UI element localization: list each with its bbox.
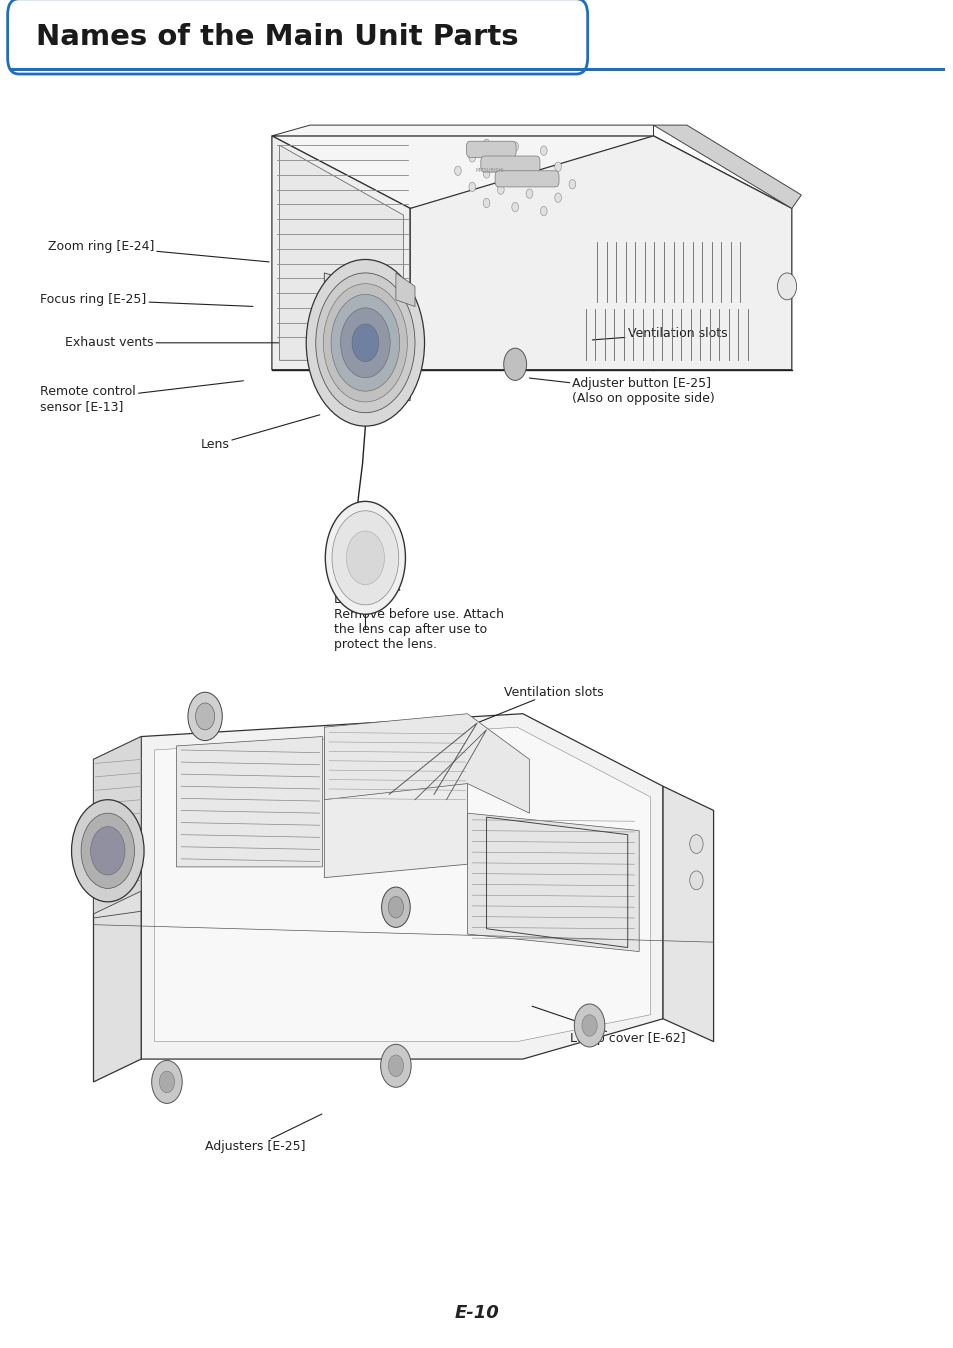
- Text: Names of the Main Unit Parts: Names of the Main Unit Parts: [36, 23, 518, 51]
- Circle shape: [323, 283, 407, 402]
- Circle shape: [388, 1055, 403, 1077]
- Polygon shape: [141, 713, 662, 1060]
- Circle shape: [152, 1061, 182, 1104]
- Polygon shape: [395, 272, 415, 306]
- Circle shape: [497, 185, 503, 194]
- Circle shape: [159, 1072, 174, 1093]
- Polygon shape: [272, 136, 791, 209]
- Text: Zoom ring [E-24]: Zoom ring [E-24]: [48, 240, 269, 262]
- Polygon shape: [662, 786, 713, 1042]
- Text: MITSUBISHI: MITSUBISHI: [475, 168, 503, 174]
- Circle shape: [325, 501, 405, 615]
- Circle shape: [331, 294, 399, 391]
- Circle shape: [188, 693, 222, 740]
- Circle shape: [539, 206, 546, 216]
- Circle shape: [526, 189, 533, 198]
- Circle shape: [340, 307, 390, 377]
- Polygon shape: [93, 736, 141, 1082]
- Circle shape: [574, 1004, 604, 1047]
- Polygon shape: [324, 727, 467, 878]
- Circle shape: [539, 175, 546, 185]
- Polygon shape: [324, 713, 529, 813]
- Circle shape: [380, 1045, 411, 1088]
- Circle shape: [554, 193, 560, 202]
- Circle shape: [777, 272, 796, 299]
- Circle shape: [511, 202, 518, 212]
- Circle shape: [554, 162, 560, 171]
- Circle shape: [526, 158, 533, 167]
- Text: Adjusters [E-25]: Adjusters [E-25]: [205, 1113, 321, 1153]
- Polygon shape: [93, 736, 141, 914]
- Circle shape: [511, 142, 518, 151]
- Text: Ventilation slots: Ventilation slots: [449, 686, 602, 735]
- Polygon shape: [338, 367, 367, 388]
- Polygon shape: [324, 272, 410, 400]
- Text: Ventilation slots: Ventilation slots: [592, 328, 726, 340]
- FancyBboxPatch shape: [480, 156, 539, 173]
- Text: E-10: E-10: [455, 1304, 498, 1322]
- Text: Focus ring [E-25]: Focus ring [E-25]: [40, 294, 253, 306]
- Circle shape: [91, 826, 125, 875]
- Polygon shape: [176, 736, 322, 867]
- Polygon shape: [272, 125, 653, 136]
- Circle shape: [497, 155, 503, 164]
- Circle shape: [81, 813, 134, 888]
- Polygon shape: [272, 136, 410, 369]
- Polygon shape: [410, 136, 791, 369]
- FancyBboxPatch shape: [466, 142, 516, 158]
- Circle shape: [332, 511, 398, 605]
- Text: Lamp cover [E-62]: Lamp cover [E-62]: [532, 1006, 685, 1046]
- FancyBboxPatch shape: [495, 171, 558, 187]
- Circle shape: [689, 871, 702, 890]
- Polygon shape: [653, 125, 801, 209]
- Circle shape: [195, 702, 214, 729]
- Circle shape: [306, 259, 424, 426]
- Circle shape: [689, 834, 702, 853]
- Circle shape: [482, 198, 490, 208]
- Circle shape: [351, 508, 364, 527]
- Polygon shape: [279, 146, 403, 360]
- Circle shape: [315, 272, 415, 412]
- Circle shape: [469, 152, 475, 162]
- Circle shape: [511, 173, 518, 182]
- Circle shape: [71, 799, 144, 902]
- Circle shape: [352, 324, 378, 361]
- Circle shape: [503, 348, 526, 380]
- Circle shape: [381, 887, 410, 927]
- Polygon shape: [154, 727, 650, 1042]
- Circle shape: [482, 168, 490, 178]
- Circle shape: [539, 146, 546, 155]
- Text: Adjuster button [E-25]
(Also on opposite side): Adjuster button [E-25] (Also on opposite…: [529, 377, 715, 406]
- Circle shape: [469, 182, 475, 191]
- Polygon shape: [467, 813, 639, 952]
- Text: Lens cap
Remove before use. Attach
the lens cap after use to
protect the lens.: Lens cap Remove before use. Attach the l…: [334, 537, 503, 651]
- Circle shape: [454, 166, 460, 175]
- Circle shape: [482, 139, 490, 148]
- Circle shape: [346, 531, 384, 585]
- Circle shape: [581, 1015, 597, 1037]
- Text: Remote control
sensor [E-13]: Remote control sensor [E-13]: [40, 380, 243, 414]
- Circle shape: [568, 179, 575, 189]
- Text: Exhaust vents: Exhaust vents: [65, 336, 278, 349]
- Circle shape: [388, 896, 403, 918]
- FancyBboxPatch shape: [8, 0, 587, 74]
- Text: Lens: Lens: [200, 415, 319, 452]
